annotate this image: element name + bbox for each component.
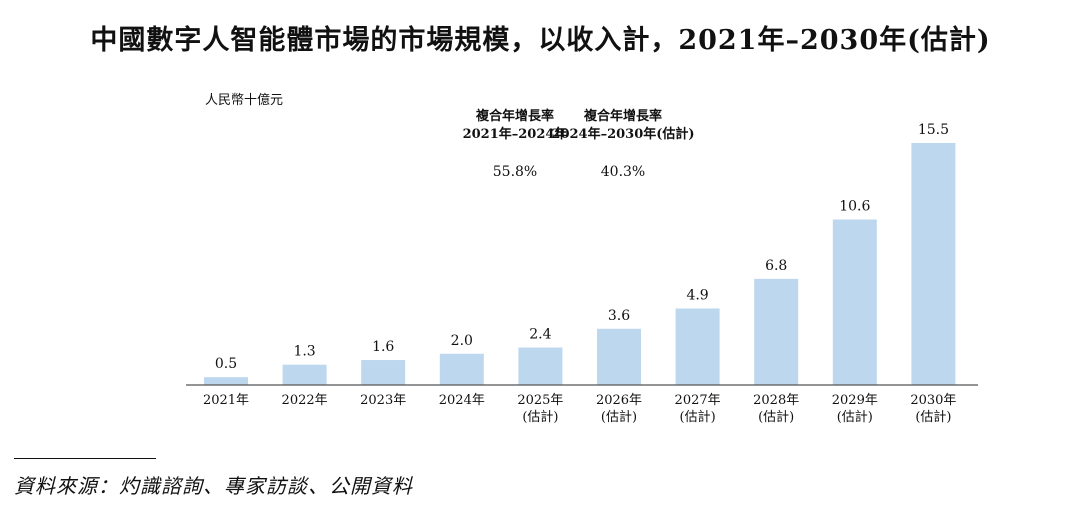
value-label-2: 1.6: [372, 339, 394, 355]
category-label-5-0: 2026年: [596, 393, 642, 408]
source-divider: [14, 458, 156, 459]
value-label-6: 4.9: [686, 287, 708, 303]
category-label-7-0: 2028年: [753, 393, 799, 408]
category-label-1-0: 2022年: [282, 393, 328, 408]
value-label-8: 10.6: [839, 199, 870, 215]
category-label-9-0: 2030年: [910, 393, 956, 408]
cagr-label-line1: 複合年增長率: [475, 109, 554, 124]
category-label-4-1: (估計): [522, 409, 558, 425]
value-label-1: 1.3: [293, 344, 315, 360]
cagr-box-2021-2024: 複合年增長率 2021年–2024年 55.8%: [440, 108, 590, 181]
value-label-7: 6.8: [765, 258, 787, 274]
cagr-label-line2: 2021年–2024年: [462, 127, 568, 142]
cagr-value: 55.8%: [492, 164, 538, 180]
cagr-box-2024-2030: 複合年增長率 2024年–2030年(估計) 40.3%: [548, 108, 698, 181]
value-label-4: 2.4: [529, 327, 551, 343]
category-label-4-0: 2025年: [517, 393, 563, 408]
category-label-2-0: 2023年: [360, 393, 406, 408]
category-label-6-0: 2027年: [675, 393, 721, 408]
value-label-9: 15.5: [918, 122, 949, 138]
cagr-label-line1: 複合年增長率: [583, 109, 662, 124]
category-label-5-1: (估計): [601, 409, 637, 425]
bar-7: [754, 278, 799, 385]
category-label-6-1: (估計): [680, 409, 716, 425]
value-label-3: 2.0: [451, 333, 473, 349]
category-label-9-1: (估計): [915, 409, 951, 425]
category-label-7-1: (估計): [758, 409, 794, 425]
bar-6: [675, 308, 720, 385]
value-label-0: 0.5: [215, 356, 237, 372]
category-label-0-0: 2021年: [203, 393, 249, 408]
cagr-value: 40.3%: [600, 164, 646, 180]
category-label-8-1: (估計): [837, 409, 873, 425]
bar-4: [518, 347, 563, 385]
cagr-label-line2: 2024年–2030年(估計): [551, 127, 695, 142]
bar-5: [597, 328, 641, 385]
value-label-5: 3.6: [608, 308, 630, 324]
chart-title: 中國數字人智能體市場的市場規模，以收入計，2021年–2030年(估計): [90, 25, 991, 56]
bar-3: [439, 353, 484, 385]
bar-9: [911, 143, 956, 385]
category-label-8-0: 2029年: [832, 393, 878, 408]
bar-8: [832, 219, 877, 385]
bar-1: [282, 364, 327, 385]
source-note: 資料來源：灼識諮詢、專家訪談、公開資料: [14, 474, 413, 498]
bar-2: [361, 360, 406, 385]
category-label-3-0: 2024年: [439, 393, 485, 408]
y-axis-unit-label: 人民幣十億元: [205, 93, 284, 108]
bar-0: [204, 377, 248, 385]
